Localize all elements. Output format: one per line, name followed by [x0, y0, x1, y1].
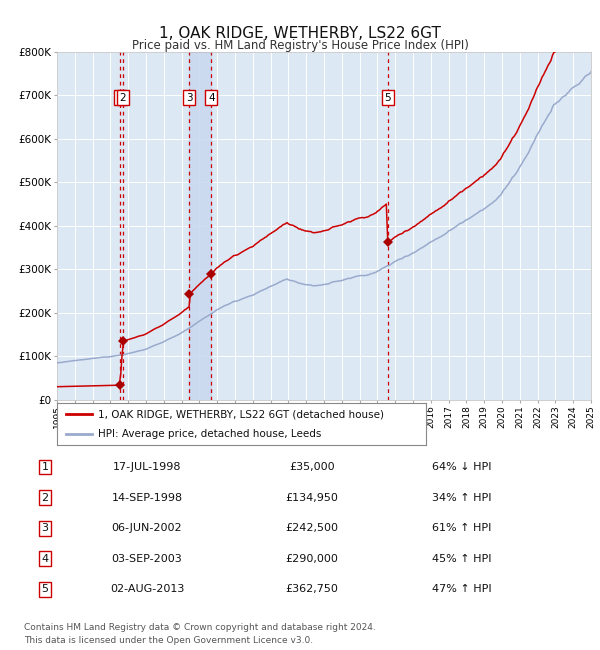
Text: 3: 3 — [186, 93, 193, 103]
Text: 1, OAK RIDGE, WETHERBY, LS22 6GT: 1, OAK RIDGE, WETHERBY, LS22 6GT — [159, 26, 441, 41]
Bar — [189, 52, 211, 400]
Text: 06-JUN-2002: 06-JUN-2002 — [112, 523, 182, 533]
Text: 2: 2 — [41, 493, 49, 502]
Text: 5: 5 — [41, 584, 49, 594]
Text: HPI: Average price, detached house, Leeds: HPI: Average price, detached house, Leed… — [98, 429, 321, 439]
Text: £362,750: £362,750 — [286, 584, 338, 594]
Text: 64% ↓ HPI: 64% ↓ HPI — [432, 462, 492, 472]
Text: £242,500: £242,500 — [286, 523, 338, 533]
Text: 61% ↑ HPI: 61% ↑ HPI — [433, 523, 491, 533]
Text: 4: 4 — [208, 93, 215, 103]
Text: 02-AUG-2013: 02-AUG-2013 — [110, 584, 184, 594]
Text: £35,000: £35,000 — [289, 462, 335, 472]
Text: £134,950: £134,950 — [286, 493, 338, 502]
Text: 1, OAK RIDGE, WETHERBY, LS22 6GT (detached house): 1, OAK RIDGE, WETHERBY, LS22 6GT (detach… — [98, 410, 383, 419]
Text: Price paid vs. HM Land Registry's House Price Index (HPI): Price paid vs. HM Land Registry's House … — [131, 39, 469, 52]
Text: £290,000: £290,000 — [286, 554, 338, 564]
Text: 17-JUL-1998: 17-JUL-1998 — [113, 462, 181, 472]
Text: 45% ↑ HPI: 45% ↑ HPI — [432, 554, 492, 564]
Text: 4: 4 — [41, 554, 49, 564]
Text: 5: 5 — [385, 93, 391, 103]
Text: 2: 2 — [120, 93, 127, 103]
Text: 3: 3 — [41, 523, 49, 533]
Text: 03-SEP-2003: 03-SEP-2003 — [112, 554, 182, 564]
Text: 1: 1 — [41, 462, 49, 472]
Text: Contains HM Land Registry data © Crown copyright and database right 2024.
This d: Contains HM Land Registry data © Crown c… — [24, 623, 376, 645]
Text: 1: 1 — [116, 93, 124, 103]
Text: 47% ↑ HPI: 47% ↑ HPI — [432, 584, 492, 594]
Text: 34% ↑ HPI: 34% ↑ HPI — [432, 493, 492, 502]
Text: 14-SEP-1998: 14-SEP-1998 — [112, 493, 182, 502]
